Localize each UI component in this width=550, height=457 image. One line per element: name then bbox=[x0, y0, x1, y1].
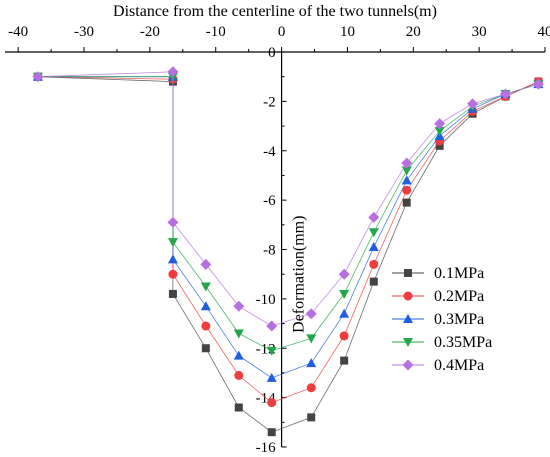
data-point bbox=[32, 71, 44, 83]
x-tick-label: 40 bbox=[538, 24, 550, 40]
data-point bbox=[368, 211, 380, 223]
data-point bbox=[234, 370, 244, 380]
data-point bbox=[434, 118, 446, 130]
y-tick-label: -2 bbox=[263, 94, 276, 110]
x-tick-label: -30 bbox=[74, 24, 94, 40]
data-point bbox=[200, 258, 212, 270]
data-point bbox=[200, 282, 211, 292]
y-tick-label: -8 bbox=[263, 243, 276, 259]
data-point bbox=[402, 359, 414, 371]
data-point bbox=[307, 413, 316, 422]
y-tick-label: 0 bbox=[268, 45, 276, 61]
x-tick-label: -20 bbox=[140, 24, 160, 40]
y-axis-title: Deformation(mm) bbox=[291, 216, 308, 333]
data-point bbox=[339, 308, 350, 318]
legend-item: 0.35MPa bbox=[392, 334, 492, 351]
series-0-1MPa bbox=[33, 72, 543, 437]
series-layer bbox=[32, 66, 544, 437]
x-tick-label: 0 bbox=[278, 24, 286, 40]
data-point bbox=[403, 291, 413, 301]
data-point bbox=[306, 334, 317, 344]
legend-label: 0.4MPa bbox=[434, 357, 484, 374]
data-point bbox=[532, 78, 544, 90]
data-point bbox=[368, 242, 379, 252]
legend-label: 0.2MPa bbox=[434, 288, 484, 305]
y-tick-label: -4 bbox=[263, 144, 276, 160]
data-point bbox=[369, 277, 378, 286]
data-point bbox=[340, 356, 349, 365]
data-point bbox=[167, 238, 178, 248]
legend-item: 0.3MPa bbox=[392, 311, 484, 328]
data-point bbox=[266, 346, 277, 356]
x-tick-label: 20 bbox=[406, 24, 421, 40]
data-point bbox=[267, 398, 277, 408]
data-point bbox=[401, 157, 413, 169]
data-point bbox=[467, 98, 479, 110]
data-point bbox=[403, 314, 413, 323]
legend-label: 0.35MPa bbox=[434, 334, 492, 351]
legend-item: 0.2MPa bbox=[392, 288, 484, 305]
data-point bbox=[499, 88, 511, 100]
y-tick-label: -6 bbox=[263, 193, 276, 209]
data-point bbox=[167, 66, 179, 78]
data-point bbox=[401, 175, 412, 185]
legend-label: 0.1MPa bbox=[434, 265, 484, 282]
data-point bbox=[338, 268, 350, 280]
x-tick-label: 10 bbox=[340, 24, 355, 40]
data-point bbox=[167, 254, 178, 264]
legend-item: 0.1MPa bbox=[392, 265, 484, 282]
data-point bbox=[404, 269, 412, 277]
y-tick-label: -10 bbox=[256, 292, 276, 308]
data-point bbox=[403, 338, 413, 347]
data-point bbox=[168, 269, 178, 279]
y-tick-label: -16 bbox=[256, 440, 276, 456]
axes-layer: -40 -30 -20 -10 0 10 20 30 400-2-4-6-8-10-12-14-… bbox=[5, 24, 550, 456]
data-point bbox=[339, 289, 350, 299]
x-tick-label: 30 bbox=[472, 24, 487, 40]
data-point bbox=[201, 321, 211, 331]
data-point bbox=[306, 383, 316, 393]
legend-label: 0.3MPa bbox=[434, 311, 484, 328]
data-point bbox=[368, 228, 379, 238]
data-point bbox=[201, 344, 210, 353]
data-point bbox=[402, 185, 412, 195]
data-point bbox=[233, 300, 245, 312]
series-line bbox=[37, 76, 539, 352]
series-line bbox=[37, 76, 539, 379]
series-line bbox=[37, 76, 539, 404]
data-point bbox=[305, 308, 317, 320]
data-point bbox=[401, 166, 412, 176]
series-0-4MPa bbox=[32, 66, 544, 332]
data-point bbox=[233, 329, 244, 339]
legend: 0.1MPa 0.2MPa 0.3MPa 0.35MPa 0.4MPa bbox=[392, 265, 492, 374]
data-point bbox=[266, 372, 277, 382]
series-line bbox=[37, 71, 539, 327]
data-point bbox=[266, 320, 278, 332]
data-point bbox=[402, 198, 411, 207]
data-point bbox=[234, 403, 243, 412]
legend-item: 0.4MPa bbox=[392, 357, 484, 374]
data-point bbox=[339, 331, 349, 341]
data-point bbox=[233, 350, 244, 360]
data-point bbox=[434, 127, 445, 136]
x-axis-title: Distance from the centerline of the two … bbox=[113, 3, 437, 20]
data-point bbox=[200, 301, 211, 311]
data-point bbox=[168, 289, 177, 298]
x-tick-label: -40 bbox=[8, 24, 28, 40]
data-point bbox=[167, 216, 179, 228]
x-tick-label: -10 bbox=[206, 24, 226, 40]
data-point bbox=[435, 141, 444, 150]
series-line bbox=[37, 76, 539, 433]
data-point bbox=[306, 358, 317, 368]
data-point bbox=[267, 428, 276, 437]
data-point bbox=[369, 259, 379, 269]
